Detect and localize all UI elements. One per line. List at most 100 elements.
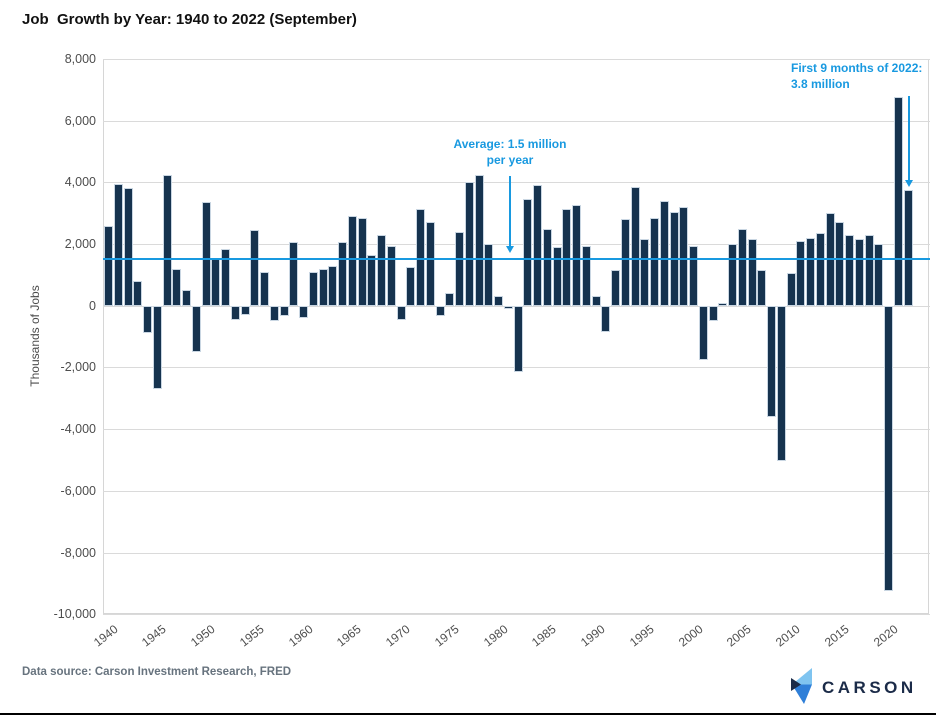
bar-2005	[737, 228, 747, 306]
bar-1997	[659, 200, 669, 306]
bar-1983	[523, 199, 533, 306]
bar-2010	[786, 273, 796, 306]
bar-1962	[318, 268, 328, 306]
bar-1977	[464, 182, 474, 306]
y-tick-label--4000: -4,000	[60, 422, 96, 437]
bar-1969	[386, 245, 396, 306]
bar-1995	[640, 239, 650, 306]
x-tick-label-1990: 1990	[577, 622, 608, 650]
x-tick-label-1960: 1960	[285, 622, 316, 650]
bar-1970	[396, 305, 406, 320]
y-tick-label-2000: 2,000	[64, 237, 96, 251]
bar-1952	[221, 248, 230, 306]
x-tick-label-1940: 1940	[90, 622, 121, 650]
gridline--10000	[103, 614, 930, 616]
x-tick-label-2015: 2015	[821, 622, 852, 650]
y-axis-title: Thousands of Jobs	[28, 285, 42, 387]
carson-logo-mark-icon	[791, 668, 812, 704]
y-tick-label-0: 0	[89, 298, 96, 313]
average-reference-line	[103, 258, 930, 261]
gridline--6000	[103, 490, 930, 492]
bar-1947	[172, 268, 182, 306]
bar-1956	[260, 271, 269, 306]
x-tick-label-1945: 1945	[139, 622, 169, 650]
bar-2013	[815, 233, 825, 306]
page-title: Job Growth by Year: 1940 to 2022 (Septem…	[22, 11, 357, 28]
average-annotation-line2: per year	[486, 153, 534, 167]
bar-1949	[191, 305, 201, 352]
bar-1960	[299, 305, 308, 318]
y-tick-label-8000: 8,000	[64, 51, 96, 66]
recent-annotation-line2: 3.8 million	[791, 77, 850, 91]
bar-1964	[338, 242, 347, 306]
bar-1965	[347, 216, 357, 306]
bar-1984	[533, 185, 542, 306]
x-tick-label-1980: 1980	[480, 622, 511, 650]
x-tick-label-2020: 2020	[870, 622, 901, 650]
x-tick-label-1975: 1975	[431, 622, 462, 650]
bar-2019	[874, 244, 884, 306]
bar-2009	[776, 305, 786, 462]
y-tick-label-6000: 6,000	[64, 113, 96, 128]
bar-1974	[435, 305, 445, 317]
recent-annotation-line1: First 9 months of 2022:	[791, 61, 923, 75]
bar-1940	[104, 225, 113, 306]
bar-1957	[269, 305, 279, 322]
bar-2006	[747, 239, 757, 306]
gridline-6000	[103, 120, 930, 122]
bar-2002	[708, 305, 718, 322]
bar-1967	[367, 254, 377, 306]
bar-1993	[620, 219, 630, 306]
bar-1950	[201, 202, 211, 306]
bar-1994	[630, 186, 640, 306]
bar-1961	[308, 271, 318, 306]
bar-1985	[542, 228, 552, 306]
bar-2015	[835, 222, 845, 306]
bar-2008	[767, 305, 776, 417]
average-arrow	[509, 176, 511, 246]
bar-1945	[152, 305, 162, 389]
bar-2018	[864, 234, 874, 306]
recent-arrow	[908, 96, 910, 180]
bar-2012	[806, 237, 815, 306]
bar-2001	[698, 305, 708, 360]
gridline-2000	[103, 244, 930, 245]
gridline-8000	[103, 58, 930, 60]
bottom-border	[0, 713, 936, 715]
bar-1992	[611, 270, 620, 306]
bar-2004	[728, 244, 737, 306]
bar-1966	[357, 217, 367, 306]
x-tick-label-2010: 2010	[772, 622, 803, 650]
bar-1987	[562, 208, 572, 306]
bar-1951	[211, 259, 221, 306]
y-tick-label--6000: -6,000	[60, 483, 96, 498]
gridline--4000	[103, 429, 930, 431]
x-tick-label-1950: 1950	[187, 622, 218, 650]
bar-1991	[601, 305, 611, 332]
bar-1944	[143, 305, 152, 334]
bar-1959	[289, 242, 299, 306]
bar-1968	[377, 234, 386, 306]
bar-1979	[484, 244, 494, 306]
bar-2016	[845, 234, 854, 306]
bar-1942	[123, 188, 133, 306]
bar-1953	[230, 305, 240, 320]
y-tick-label--10000: -10,000	[53, 607, 96, 622]
bar-1976	[455, 231, 464, 306]
bar-1990	[591, 296, 601, 306]
bar-1958	[279, 305, 289, 317]
bar-2003	[718, 302, 728, 306]
bar-1975	[445, 293, 455, 306]
bar-2020	[884, 305, 893, 592]
average-annotation: Average: 1.5 million per year	[420, 136, 600, 168]
carson-logo-text: CARSON	[822, 678, 917, 697]
bar-1954	[240, 305, 250, 315]
bar-1982	[513, 305, 523, 372]
bar-1988	[572, 205, 581, 306]
y-tick-label--8000: -8,000	[60, 545, 96, 560]
bar-2017	[854, 239, 864, 306]
x-tick-label-2000: 2000	[675, 622, 706, 650]
recent-arrowhead-icon	[905, 180, 913, 187]
bar-1941	[113, 183, 123, 306]
